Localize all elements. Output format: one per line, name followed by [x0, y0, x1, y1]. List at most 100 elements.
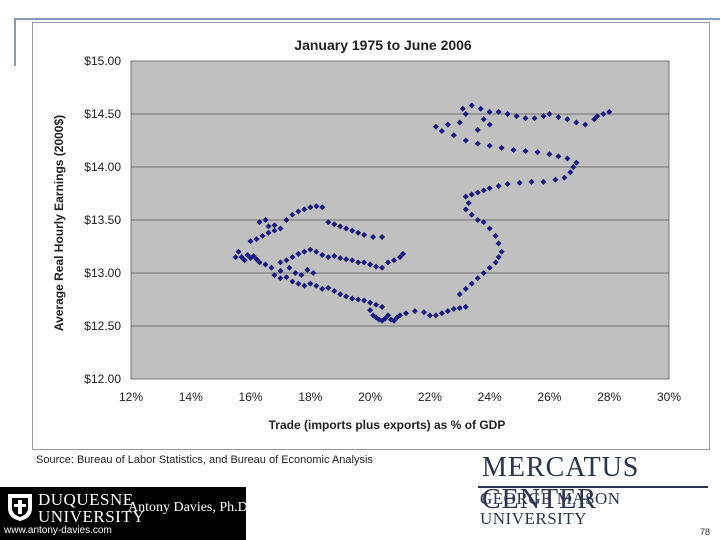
data-point — [411, 308, 418, 315]
data-point — [367, 299, 374, 306]
data-point — [301, 248, 308, 255]
data-point — [456, 291, 463, 298]
data-point — [319, 285, 326, 292]
data-point — [313, 203, 320, 210]
data-point — [241, 257, 248, 264]
x-tick-label: 24% — [478, 390, 502, 404]
y-tick-labels: $12.00 $12.50 $13.00 $13.50 $14.00 $14.50 $15.… — [84, 54, 121, 386]
data-point — [468, 102, 475, 109]
data-point — [570, 164, 577, 170]
data-point — [582, 121, 589, 128]
data-point — [492, 232, 499, 239]
data-point — [486, 142, 493, 149]
data-point — [325, 219, 332, 226]
author-url[interactable]: www.antony-davies.com — [4, 525, 112, 536]
mercatus-divider — [478, 486, 708, 488]
data-point — [522, 115, 529, 122]
data-point — [477, 105, 484, 112]
data-point — [265, 223, 272, 230]
y-axis-label: Average Real Hourly Earnings (2000$) — [52, 115, 66, 331]
data-point — [337, 291, 344, 298]
page-number: 78 — [700, 527, 711, 537]
x-tick-label: 28% — [597, 390, 621, 404]
source-note: Source: Bureau of Labor Statistics, and … — [36, 454, 373, 466]
data-point — [283, 217, 290, 223]
data-point — [513, 113, 520, 120]
data-point — [564, 155, 571, 162]
data-point — [268, 264, 275, 271]
data-point — [343, 225, 350, 232]
data-point — [432, 123, 439, 130]
duquesne-shield-icon — [8, 494, 32, 521]
data-point — [295, 250, 302, 257]
data-point — [561, 174, 568, 181]
data-point — [259, 232, 266, 239]
data-point — [349, 257, 356, 264]
data-point — [349, 227, 356, 234]
data-point — [462, 111, 469, 117]
duquesne-university: UNIVERSITY — [38, 507, 145, 526]
data-point — [271, 227, 278, 234]
chart-container: January 1975 to June 2006 $12.00 $12.50 $1… — [32, 22, 710, 450]
data-point — [337, 223, 344, 230]
data-point — [253, 256, 260, 263]
data-point — [277, 225, 284, 232]
data-point — [474, 275, 481, 282]
data-point — [286, 264, 293, 271]
data-point — [304, 266, 311, 273]
data-point — [271, 222, 278, 229]
data-point — [325, 254, 332, 261]
data-point — [271, 272, 278, 279]
data-point — [367, 261, 374, 268]
data-point — [456, 119, 463, 126]
data-point — [397, 254, 403, 261]
data-point — [244, 251, 251, 258]
data-point — [486, 121, 493, 128]
duquesne-banner — [0, 487, 246, 540]
data-point — [540, 113, 547, 120]
data-point — [573, 119, 580, 126]
data-point — [277, 259, 284, 266]
data-point — [265, 229, 272, 236]
data-point — [232, 254, 239, 261]
data-point — [444, 121, 451, 128]
data-point — [459, 105, 466, 112]
data-point — [361, 231, 368, 238]
data-point — [399, 250, 406, 257]
data-point — [540, 178, 547, 185]
duquesne-name: DUQUESNE — [38, 490, 134, 509]
data-point — [444, 308, 451, 315]
data-point — [468, 280, 475, 287]
data-point — [313, 248, 320, 255]
data-point — [564, 116, 571, 123]
data-point — [594, 113, 601, 120]
data-point — [343, 256, 350, 263]
data-point — [361, 259, 368, 266]
author-name: Antony Davies, Ph.D. — [128, 500, 252, 515]
data-point — [319, 204, 326, 211]
data-point — [277, 267, 284, 274]
data-point — [382, 315, 389, 322]
data-point — [534, 149, 541, 156]
data-point — [504, 180, 511, 187]
slide-frame-left — [14, 18, 16, 66]
data-point — [379, 264, 386, 271]
data-point — [391, 257, 398, 264]
data-point — [474, 217, 481, 223]
data-point — [256, 259, 263, 266]
data-point — [250, 253, 257, 260]
data-point — [301, 206, 308, 213]
data-point — [468, 191, 475, 198]
data-point — [516, 179, 523, 186]
data-point — [379, 303, 386, 310]
x-tick-label: 30% — [657, 390, 681, 404]
data-point — [298, 272, 305, 279]
data-point — [292, 270, 299, 276]
george-mason-logo: GEORGE MASON UNIVERSITY — [480, 489, 621, 528]
data-point — [591, 116, 598, 123]
data-point — [289, 278, 296, 285]
data-point — [307, 246, 314, 253]
data-point — [397, 312, 403, 319]
data-point — [238, 254, 245, 261]
y-tick-label: $14.50 — [84, 107, 121, 121]
